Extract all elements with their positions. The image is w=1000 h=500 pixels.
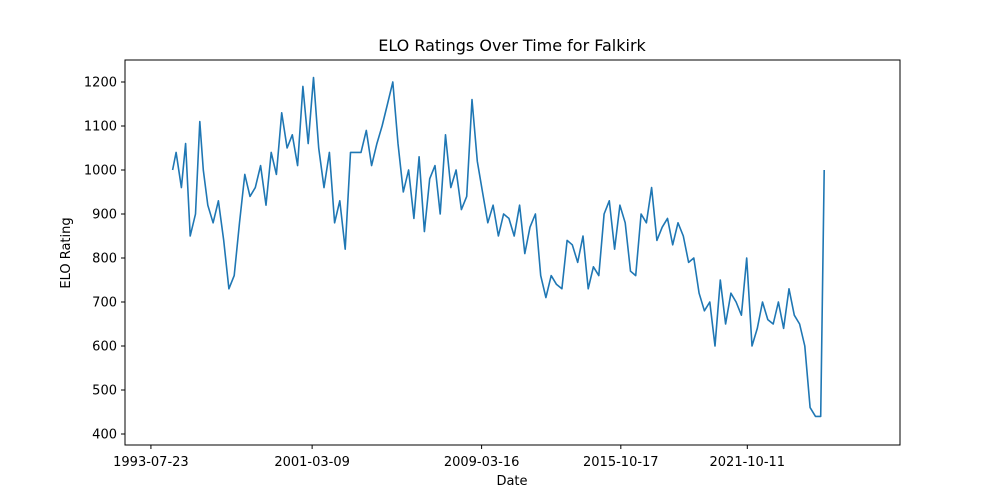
- y-tick-label: 400: [92, 428, 117, 443]
- y-tick-label: 1100: [84, 120, 117, 135]
- x-tick-label: 2015-10-17: [583, 455, 659, 470]
- y-axis: 400 500 600 700 800 900 1000 1100 1200: [84, 76, 125, 443]
- x-tick-label: 2021-10-11: [710, 455, 786, 470]
- x-tick-label: 1993-07-23: [113, 455, 189, 470]
- y-tick-label: 900: [92, 208, 117, 223]
- y-tick-label: 500: [92, 384, 117, 399]
- x-axis-label: Date: [496, 474, 527, 489]
- x-axis: 1993-07-23 2001-03-09 2009-03-16 2015-10-17…: [113, 445, 785, 470]
- y-tick-label: 1000: [84, 164, 117, 179]
- y-tick-label: 600: [92, 340, 117, 355]
- x-tick-label: 2009-03-16: [444, 455, 520, 470]
- y-tick-label: 800: [92, 252, 117, 267]
- chart-title: ELO Ratings Over Time for Falkirk: [378, 36, 646, 55]
- x-tick-label: 2001-03-09: [274, 455, 350, 470]
- plot-frame: [124, 59, 901, 446]
- plot-area: [171, 76, 825, 418]
- series-line-0: [171, 76, 825, 418]
- y-axis-label: ELO Rating: [59, 217, 74, 288]
- y-tick-label: 1200: [84, 76, 117, 91]
- y-tick-label: 700: [92, 296, 117, 311]
